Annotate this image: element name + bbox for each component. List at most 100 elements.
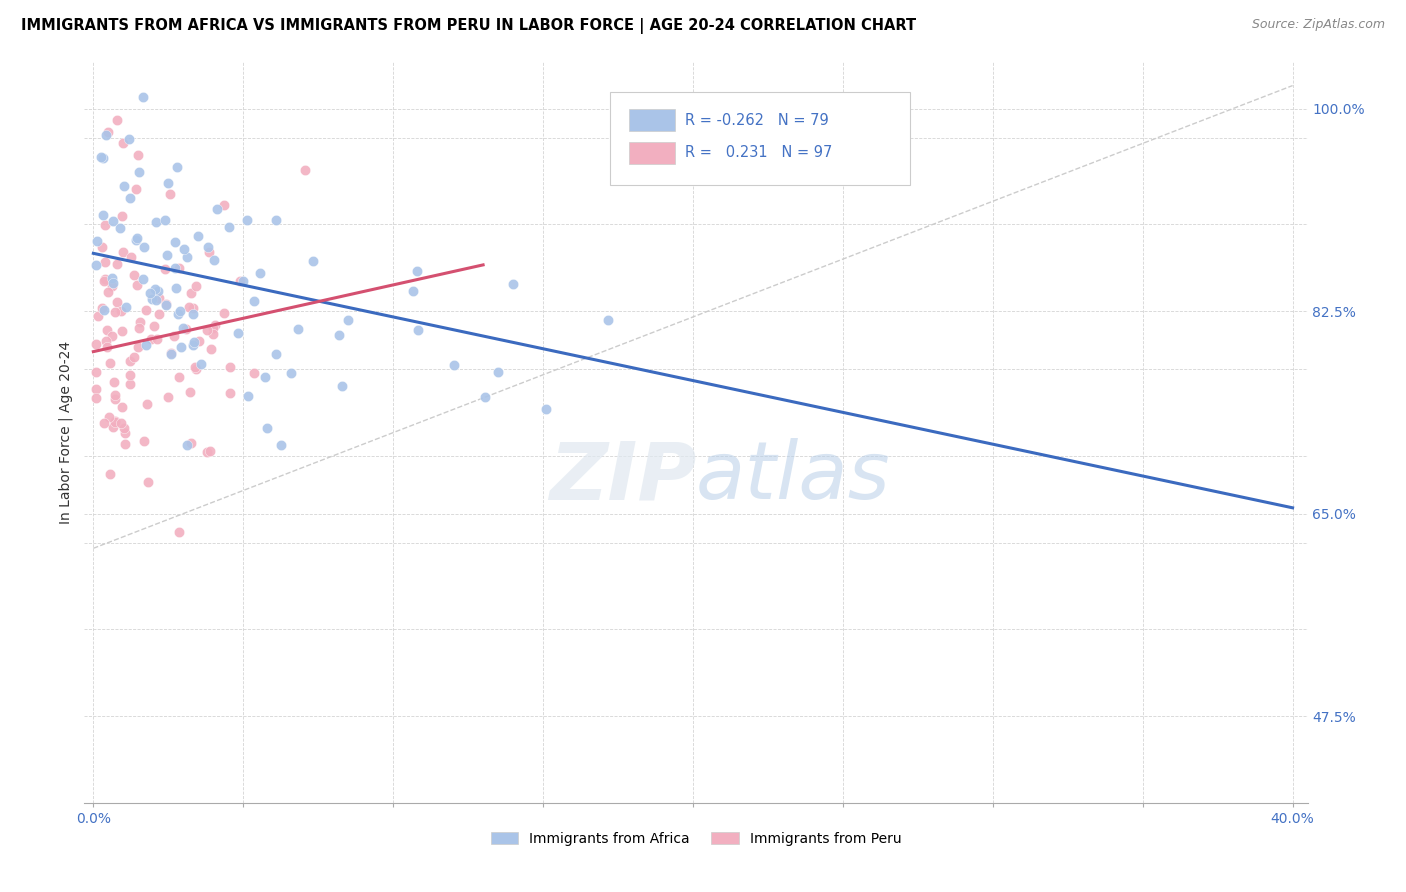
Y-axis label: In Labor Force | Age 20-24: In Labor Force | Age 20-24 <box>58 341 73 524</box>
Point <box>124 233 146 247</box>
Point <box>127 148 149 162</box>
Point <box>160 347 183 361</box>
Point <box>127 339 149 353</box>
Point <box>145 215 167 229</box>
Point <box>86 382 108 396</box>
Point <box>104 305 127 319</box>
Point <box>236 212 259 227</box>
Point <box>402 284 425 298</box>
Point <box>231 274 253 288</box>
Point <box>179 384 201 399</box>
Point <box>103 376 125 390</box>
Point <box>94 272 117 286</box>
Point <box>97 125 120 139</box>
Point <box>157 390 180 404</box>
Point <box>97 285 120 299</box>
Point <box>202 327 225 342</box>
Point <box>132 271 155 285</box>
Point <box>138 475 160 490</box>
Point <box>148 291 170 305</box>
Point <box>135 397 157 411</box>
Point <box>111 210 134 224</box>
Point <box>120 250 142 264</box>
Point <box>183 335 205 350</box>
Point <box>148 307 170 321</box>
Point <box>129 316 152 330</box>
Point <box>197 245 219 260</box>
Point <box>176 437 198 451</box>
Point <box>156 248 179 262</box>
Point <box>264 213 287 227</box>
Point <box>98 356 121 370</box>
Point <box>163 261 186 276</box>
Point <box>212 306 235 320</box>
Point <box>170 340 193 354</box>
Point <box>135 338 157 352</box>
Point <box>195 445 218 459</box>
Point <box>146 284 169 298</box>
Bar <box>628 109 675 131</box>
Point <box>96 334 118 349</box>
Point <box>128 165 150 179</box>
Point <box>204 318 226 332</box>
Point <box>302 254 325 268</box>
Point <box>104 416 127 430</box>
Legend: Immigrants from Africa, Immigrants from Peru: Immigrants from Africa, Immigrants from … <box>485 826 907 851</box>
Point <box>128 320 150 334</box>
Point <box>167 307 190 321</box>
Point <box>159 187 181 202</box>
Point <box>122 351 145 365</box>
Point <box>146 332 169 346</box>
Point <box>98 467 121 482</box>
Point <box>134 239 156 253</box>
Point <box>108 221 131 235</box>
Point <box>502 277 524 291</box>
Point <box>101 329 124 343</box>
Point <box>183 338 205 352</box>
Point <box>264 347 287 361</box>
Point <box>243 293 266 308</box>
Point <box>180 436 202 450</box>
Point <box>101 278 124 293</box>
Point <box>101 270 124 285</box>
Point <box>172 321 194 335</box>
Point <box>90 301 112 316</box>
Point <box>93 151 115 165</box>
Point <box>90 151 112 165</box>
Point <box>111 400 134 414</box>
Point <box>184 279 207 293</box>
Point <box>197 240 219 254</box>
Point <box>104 414 127 428</box>
Point <box>205 202 228 216</box>
Point <box>141 292 163 306</box>
Point <box>111 324 134 338</box>
Point <box>110 304 132 318</box>
Point <box>406 322 429 336</box>
Point <box>96 323 118 337</box>
Point <box>112 136 135 151</box>
Point <box>181 307 204 321</box>
Text: atlas: atlas <box>696 438 891 516</box>
Point <box>328 328 350 343</box>
Point <box>219 360 242 375</box>
Point <box>330 379 353 393</box>
Point <box>91 208 114 222</box>
Point <box>155 262 177 277</box>
Point <box>105 257 128 271</box>
Point <box>195 324 218 338</box>
Point <box>118 132 141 146</box>
Point <box>93 416 115 430</box>
Point <box>486 364 509 378</box>
Point <box>112 179 135 194</box>
Point <box>135 302 157 317</box>
Point <box>124 268 146 282</box>
Point <box>94 255 117 269</box>
Point <box>101 214 124 228</box>
Point <box>142 318 165 333</box>
Point <box>181 301 204 315</box>
Point <box>86 392 108 406</box>
Point <box>155 298 177 312</box>
Point <box>287 322 309 336</box>
Point <box>184 359 207 374</box>
Point <box>104 392 127 407</box>
